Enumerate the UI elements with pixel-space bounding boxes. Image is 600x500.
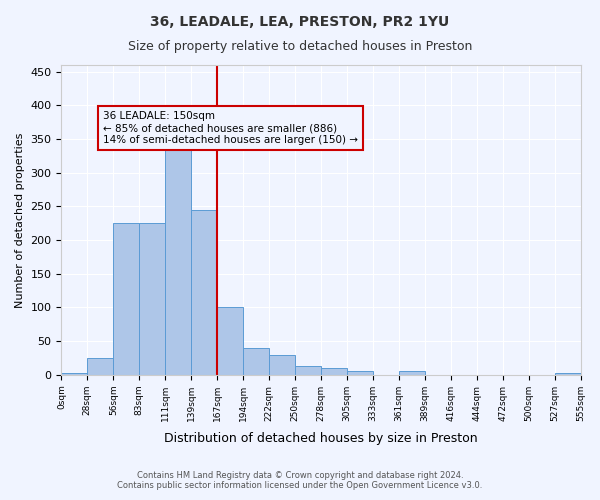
Bar: [88, 358, 113, 375]
Bar: [321, 368, 347, 375]
Bar: [269, 354, 295, 375]
Text: Contains HM Land Registry data © Crown copyright and database right 2024.
Contai: Contains HM Land Registry data © Crown c…: [118, 470, 482, 490]
Bar: [217, 308, 243, 375]
Text: 36 LEADALE: 150sqm
← 85% of detached houses are smaller (886)
14% of semi-detach: 36 LEADALE: 150sqm ← 85% of detached hou…: [103, 112, 358, 144]
Bar: [347, 372, 373, 375]
Bar: [139, 224, 165, 375]
Bar: [399, 372, 425, 375]
Bar: [191, 210, 217, 375]
Bar: [165, 142, 191, 375]
Y-axis label: Number of detached properties: Number of detached properties: [15, 132, 25, 308]
Bar: [554, 374, 581, 375]
Bar: [61, 373, 88, 375]
X-axis label: Distribution of detached houses by size in Preston: Distribution of detached houses by size …: [164, 432, 478, 445]
Bar: [295, 366, 321, 375]
Bar: [243, 348, 269, 375]
Text: 36, LEADALE, LEA, PRESTON, PR2 1YU: 36, LEADALE, LEA, PRESTON, PR2 1YU: [151, 15, 449, 29]
Text: Size of property relative to detached houses in Preston: Size of property relative to detached ho…: [128, 40, 472, 53]
Bar: [113, 224, 139, 375]
